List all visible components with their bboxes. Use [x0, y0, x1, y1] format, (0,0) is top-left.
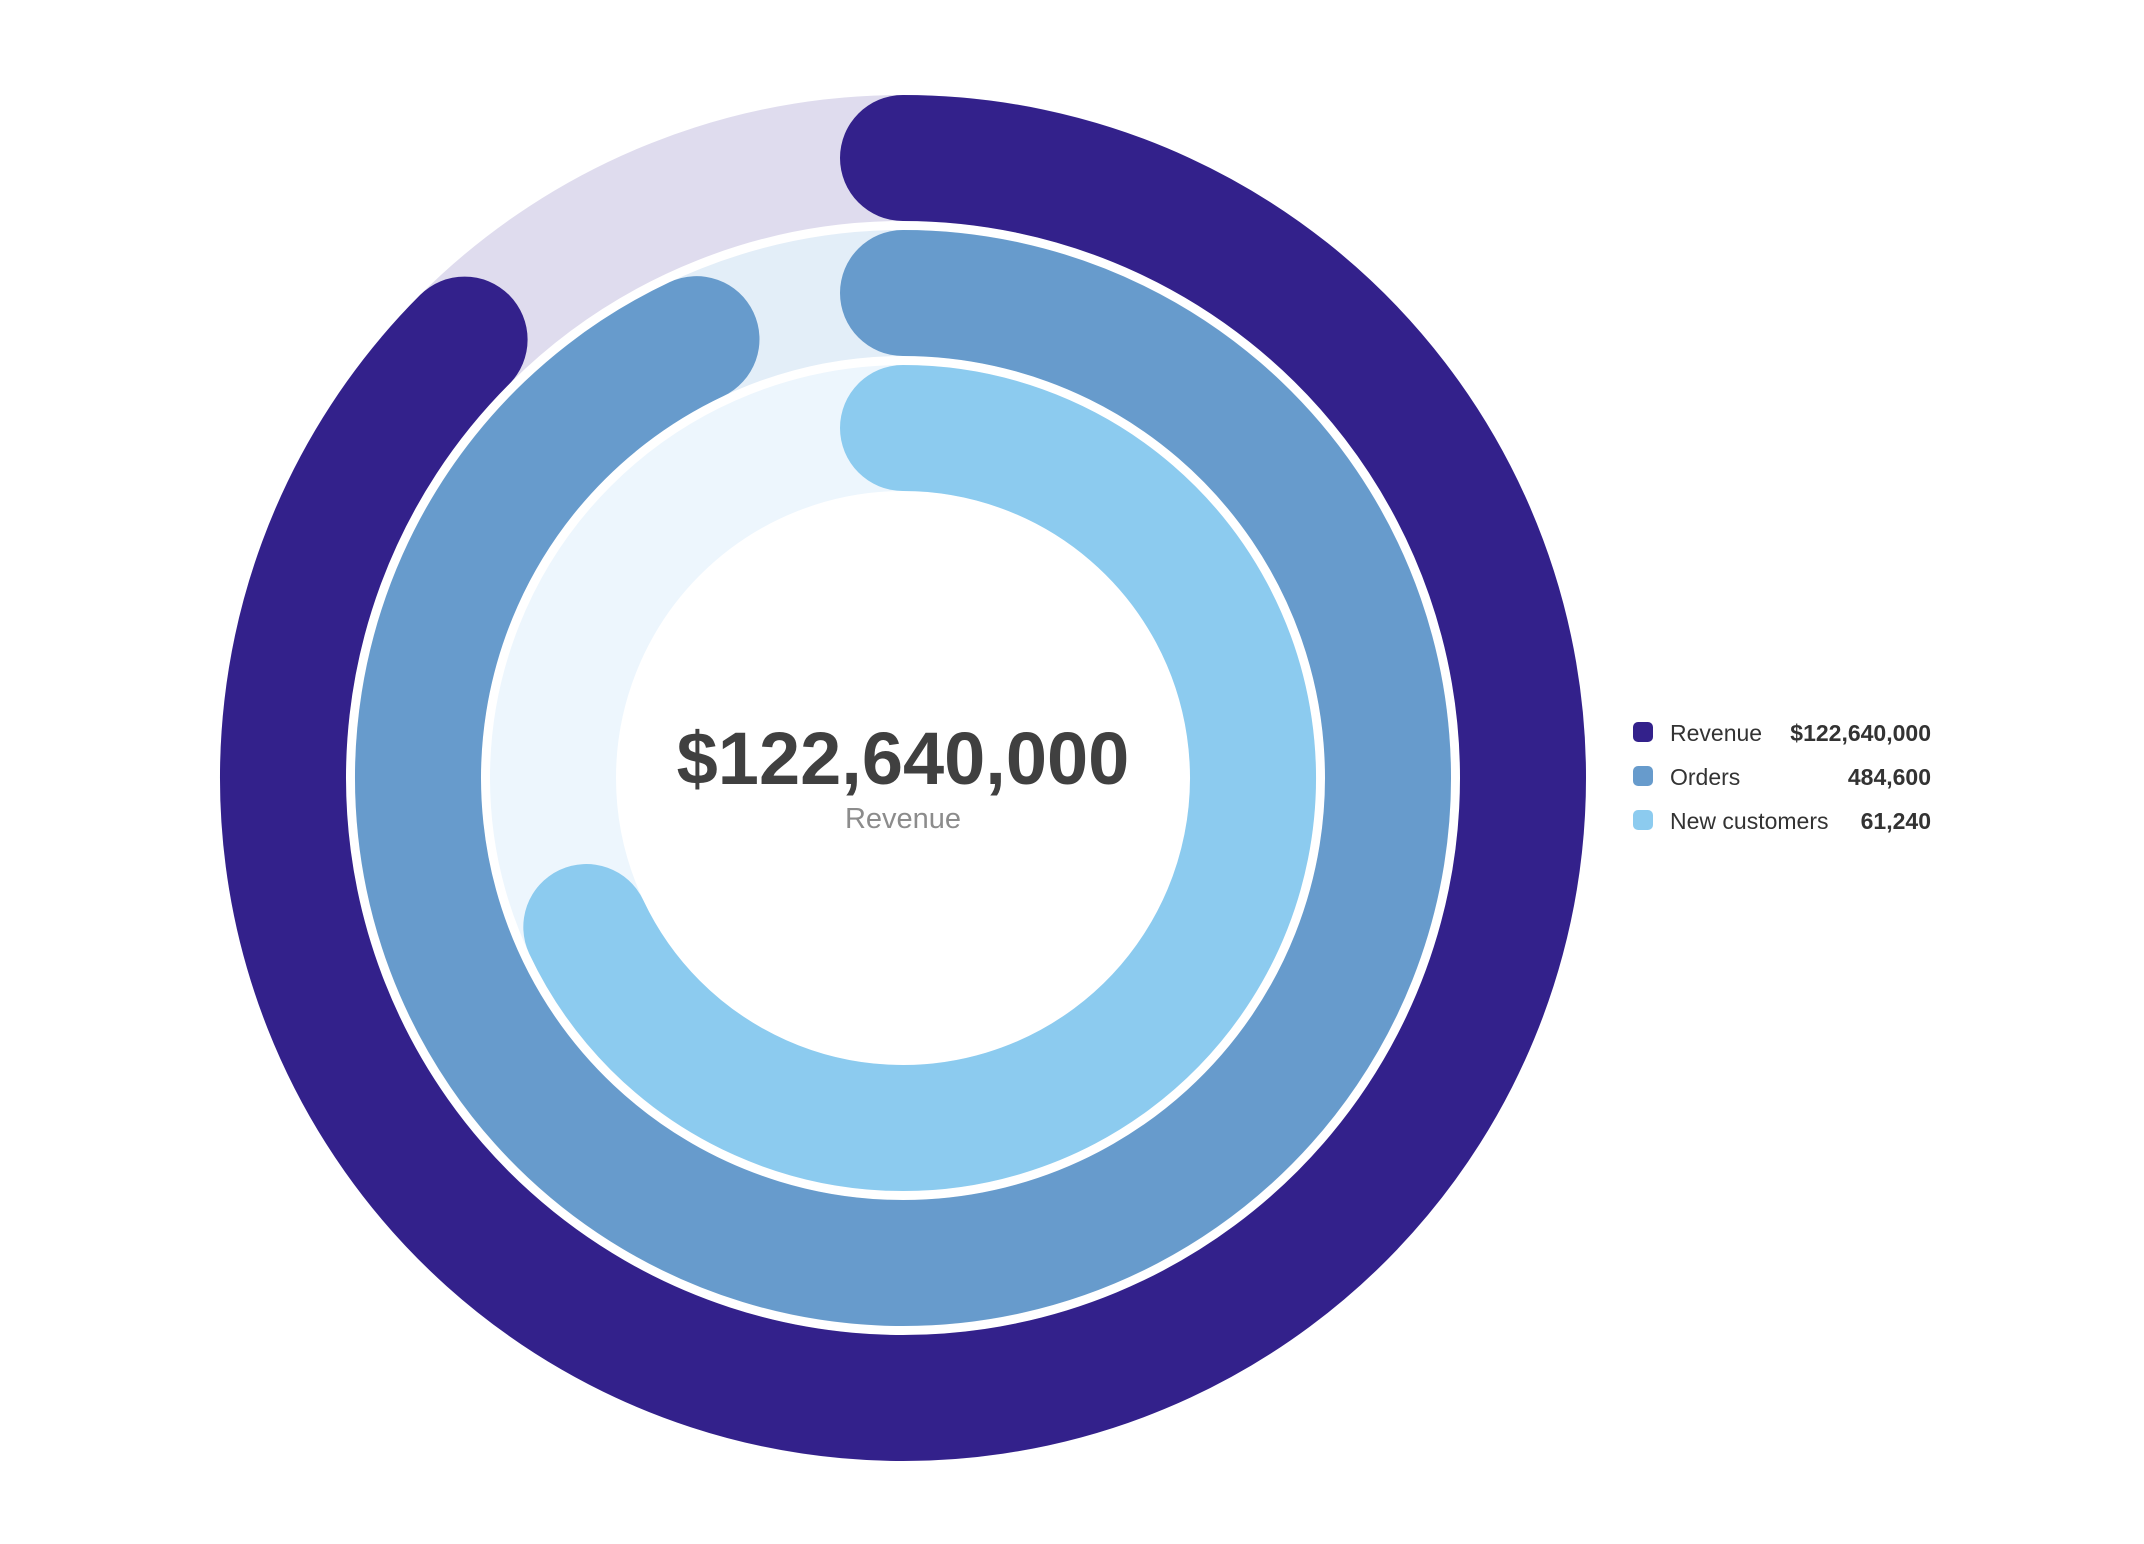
legend-swatch-new-customers: [1633, 810, 1653, 830]
ring-separator: [346, 221, 1460, 1335]
ring-separator: [481, 356, 1325, 1200]
legend-item-orders[interactable]: Orders 484,600: [1633, 764, 1931, 790]
legend-value-revenue: $122,640,000: [1790, 720, 1931, 746]
legend-label-revenue: Revenue: [1670, 720, 1762, 746]
center-value: $122,640,000: [677, 717, 1130, 800]
ring-bar-orders[interactable]: [355, 230, 1451, 1326]
center-label: Revenue: [845, 803, 961, 835]
ring-bars: [220, 95, 1586, 1461]
legend: Revenue $122,640,000 Orders 484,600 New …: [1633, 720, 1931, 834]
legend-swatch-revenue: [1633, 722, 1653, 742]
legend-item-new-customers[interactable]: New customers 61,240: [1633, 808, 1931, 834]
ring-bar-new-customers[interactable]: [523, 365, 1316, 1191]
ring-bar-revenue[interactable]: [220, 95, 1586, 1461]
legend-label-orders: Orders: [1670, 764, 1740, 790]
legend-value-new-customers: 61,240: [1861, 808, 1931, 834]
ring-separators: [346, 221, 1460, 1335]
legend-label-new-customers: New customers: [1670, 808, 1828, 834]
center-summary: $122,640,000 Revenue: [677, 717, 1130, 835]
legend-item-revenue[interactable]: Revenue $122,640,000: [1633, 720, 1931, 746]
legend-value-orders: 484,600: [1848, 764, 1931, 790]
legend-swatch-orders: [1633, 766, 1653, 786]
